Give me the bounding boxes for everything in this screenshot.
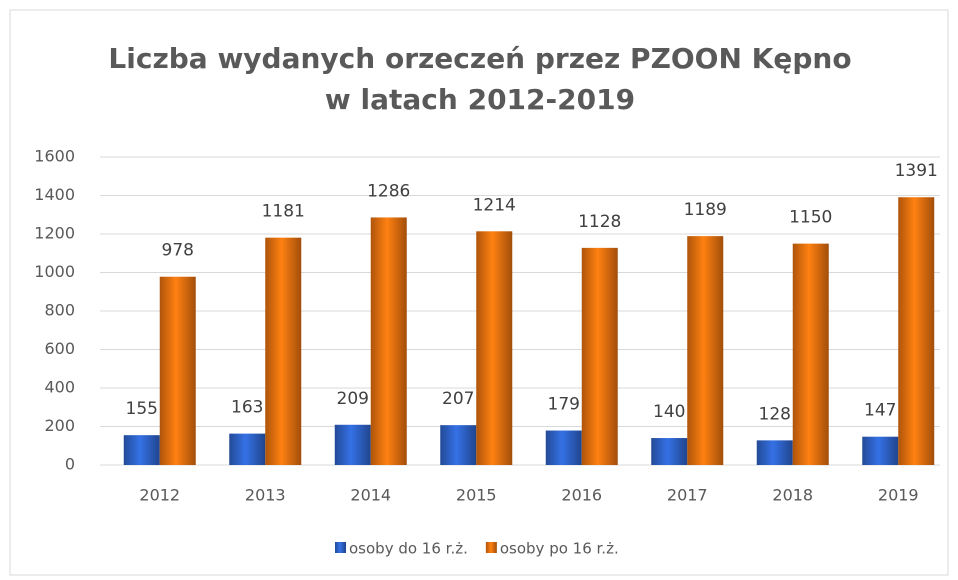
value-label: 163 <box>231 398 263 418</box>
bar <box>123 435 160 465</box>
bar <box>792 243 829 465</box>
bar <box>756 440 793 465</box>
value-label: 978 <box>162 241 194 261</box>
bar <box>159 276 196 465</box>
y-tick-label: 1000 <box>34 262 75 281</box>
y-tick-label: 200 <box>44 416 75 435</box>
bar <box>370 217 407 465</box>
value-label: 1391 <box>895 161 938 181</box>
x-tick-label: 2013 <box>245 486 286 505</box>
y-tick-label: 600 <box>44 339 75 358</box>
bar <box>581 247 618 465</box>
bar <box>545 430 582 465</box>
value-label: 147 <box>864 401 896 421</box>
x-tick-label: 2019 <box>878 486 919 505</box>
value-label: 1150 <box>789 208 832 228</box>
legend-label: osoby po 16 r.ż. <box>500 540 619 558</box>
legend-label: osoby do 16 r.ż. <box>349 540 468 558</box>
x-tick-label: 2017 <box>667 486 708 505</box>
bar <box>440 425 477 465</box>
bar <box>229 433 266 465</box>
x-tick-label: 2014 <box>350 486 391 505</box>
bar <box>334 424 371 465</box>
x-tick-label: 2015 <box>456 486 497 505</box>
value-label: 179 <box>548 395 580 415</box>
value-label: 128 <box>759 404 791 424</box>
y-tick-label: 1200 <box>34 224 75 243</box>
bar <box>651 438 688 465</box>
y-tick-label: 1400 <box>34 185 75 204</box>
y-tick-label: 0 <box>65 455 75 474</box>
x-tick-label: 2012 <box>139 486 180 505</box>
value-label: 207 <box>442 389 474 409</box>
bar <box>687 236 724 465</box>
bar <box>476 231 513 465</box>
value-label: 155 <box>126 399 158 419</box>
value-label: 1214 <box>473 195 516 215</box>
y-tick-label: 400 <box>44 378 75 397</box>
x-tick-label: 2018 <box>772 486 813 505</box>
value-label: 1189 <box>684 200 727 220</box>
legend-swatch <box>335 542 346 553</box>
y-tick-label: 1600 <box>34 147 75 166</box>
value-label: 140 <box>653 402 685 422</box>
value-label: 1286 <box>367 181 410 201</box>
bar <box>898 197 935 466</box>
y-tick-label: 800 <box>44 301 75 320</box>
value-label: 209 <box>337 389 369 409</box>
chart-title: Liczba wydanych orzeczeń przez PZOON Kęp… <box>108 42 851 75</box>
legend-swatch <box>485 542 497 553</box>
chart-title: w latach 2012-2019 <box>325 83 635 116</box>
bar <box>265 237 302 465</box>
value-label: 1128 <box>578 212 621 232</box>
bar <box>862 436 899 465</box>
value-label: 1181 <box>262 202 305 222</box>
x-tick-label: 2016 <box>561 486 602 505</box>
